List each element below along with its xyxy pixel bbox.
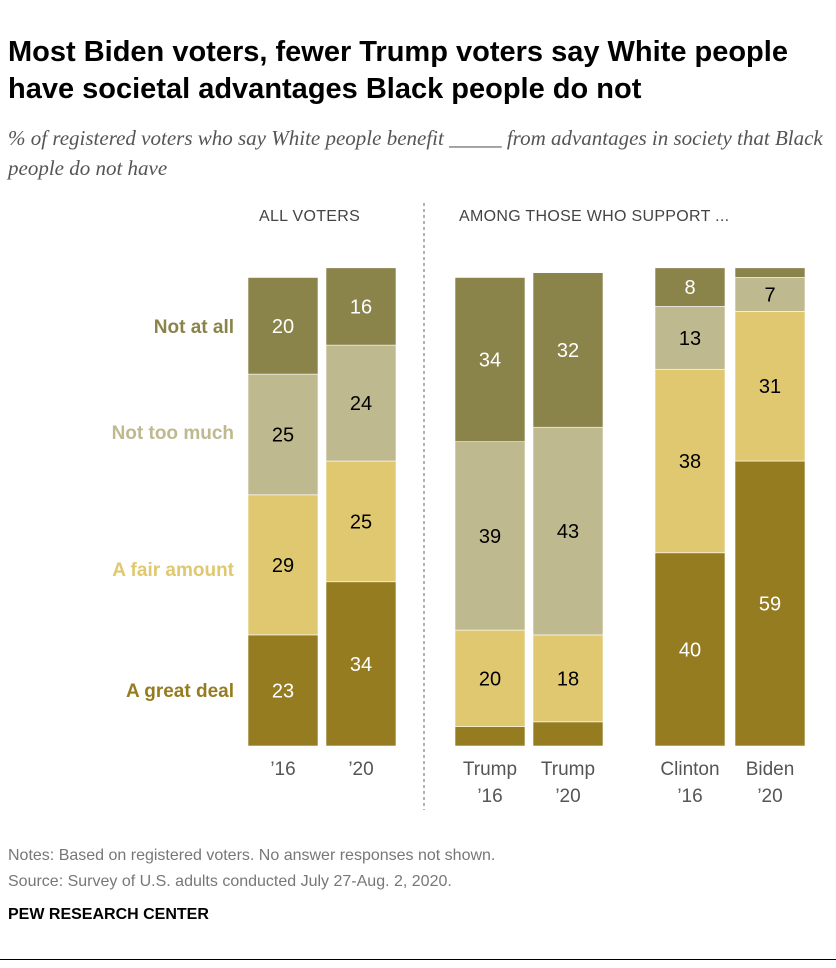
bar-segment — [454, 726, 526, 747]
data-label: 43 — [557, 521, 579, 543]
bar-segment — [247, 373, 319, 496]
x-tick-label: Biden ’20 — [725, 756, 815, 810]
header-all-voters: ALL VOTERS — [259, 208, 361, 225]
data-label: 25 — [350, 511, 372, 533]
bar-segment — [654, 368, 726, 554]
data-label: 34 — [350, 654, 372, 676]
x-tick-line: Biden — [745, 759, 795, 780]
bar-segment — [734, 310, 806, 462]
bar-segment — [532, 721, 604, 747]
data-label: 32 — [557, 340, 579, 362]
data-label: 39 — [479, 526, 501, 548]
brand-logo: PEW RESEARCH CENTER — [8, 906, 209, 923]
data-label: 23 — [272, 680, 294, 702]
bar-segment — [654, 306, 726, 370]
data-label: 7 — [764, 284, 775, 306]
legend-not-at-all: Not at all — [153, 317, 234, 338]
notes-text: Notes: Based on registered voters. No an… — [8, 847, 496, 864]
data-label: 38 — [679, 451, 701, 473]
chart-subtitle: % of registered voters who say White peo… — [8, 126, 823, 180]
x-tick-line: ’16 — [477, 786, 503, 807]
bar-segment — [325, 460, 397, 583]
bar-segment — [734, 460, 806, 747]
data-label: 20 — [479, 668, 501, 690]
x-tick-label: ’16 — [238, 756, 328, 783]
bar-segment — [247, 277, 319, 375]
data-label: 40 — [679, 639, 701, 661]
x-tick-line: Clinton — [660, 759, 720, 780]
bar-segment — [454, 441, 526, 631]
data-label: 59 — [759, 594, 781, 616]
data-label: 24 — [350, 393, 372, 415]
x-tick-line: ’16 — [677, 786, 703, 807]
bar-segment — [325, 344, 397, 462]
x-tick-line: Trump — [462, 759, 518, 780]
x-tick-line: ’16 — [270, 759, 296, 780]
legend-great-deal: A great deal — [125, 681, 234, 702]
x-tick-line: ’20 — [348, 759, 374, 780]
source-text: Source: Survey of U.S. adults conducted … — [8, 873, 452, 890]
bar-segment — [532, 634, 604, 723]
bar-segment — [247, 494, 319, 636]
data-label: 34 — [479, 350, 501, 372]
x-tick-label: Trump ’20 — [523, 756, 613, 810]
data-label: 16 — [350, 296, 372, 318]
x-tick-line: ’20 — [555, 786, 581, 807]
bar-segment — [532, 272, 604, 428]
header-among-supporters: AMONG THOSE WHO SUPPORT ... — [459, 208, 730, 225]
bar-segment — [734, 277, 806, 312]
x-tick-label: ’20 — [316, 756, 406, 783]
bar-segment — [454, 277, 526, 443]
data-label: 13 — [679, 328, 701, 350]
bar-segment — [654, 552, 726, 747]
bottom-rule — [0, 959, 836, 960]
data-label: 20 — [272, 316, 294, 338]
bar-segment — [654, 267, 726, 307]
x-tick-label: Clinton ’16 — [645, 756, 735, 810]
data-label: 25 — [272, 424, 294, 446]
data-label: 18 — [557, 668, 579, 690]
bar-segment — [325, 267, 397, 346]
bar-segment — [454, 629, 526, 727]
bar-segment — [734, 267, 806, 278]
x-tick-line: Trump — [540, 759, 596, 780]
data-label: 29 — [272, 555, 294, 577]
bar-segment — [247, 634, 319, 747]
data-label: 8 — [684, 277, 695, 299]
notes: Notes: Based on registered voters. No an… — [8, 843, 495, 895]
chart-title: Most Biden voters, fewer Trump voters sa… — [8, 36, 788, 105]
x-tick-line: ’20 — [757, 786, 783, 807]
legend-not-too-much: Not too much — [111, 423, 234, 444]
x-tick-label: Trump ’16 — [445, 756, 535, 810]
data-label: 31 — [759, 376, 781, 398]
legend-fair-amount: A fair amount — [112, 560, 234, 581]
